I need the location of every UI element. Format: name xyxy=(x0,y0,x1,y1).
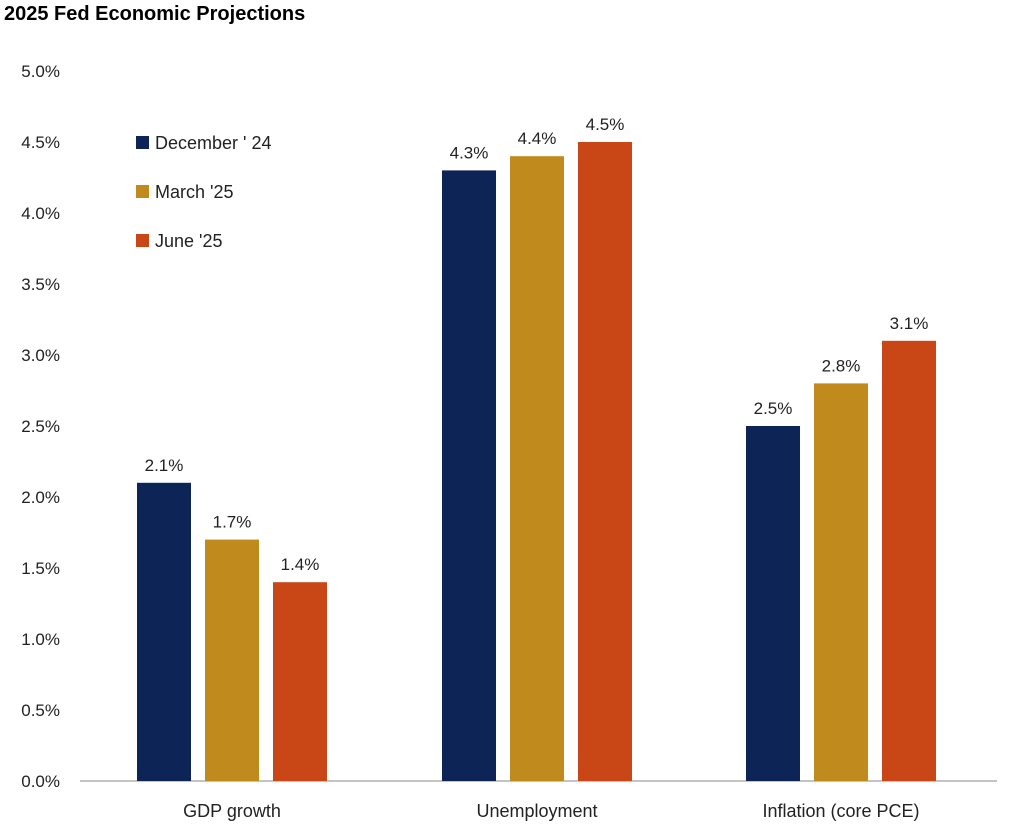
data-labels-group: 2.1% 1.7% 1.4% 4.3% 4.4% 4.5% 2.5% 2.8% 3.1% xyxy=(145,115,929,574)
y-tick-label: 1.5% xyxy=(21,559,60,578)
category-labels: GDP growth Unemployment Inflation (core PC… xyxy=(183,801,919,821)
y-tick-label: 3.5% xyxy=(21,275,60,294)
y-tick-label: 3.0% xyxy=(21,346,60,365)
y-tick-label: 0.0% xyxy=(21,772,60,791)
legend-swatch-june-25 xyxy=(136,234,149,247)
data-label: 4.4% xyxy=(518,129,557,148)
data-label: 2.8% xyxy=(822,356,861,375)
y-tick-label: 5.0% xyxy=(21,62,60,81)
legend-label: June '25 xyxy=(155,231,223,251)
bar-unemployment-march-25 xyxy=(510,156,564,781)
data-label: 3.1% xyxy=(890,314,929,333)
category-label: Unemployment xyxy=(476,801,597,821)
legend-swatch-march-25 xyxy=(136,185,149,198)
y-tick-label: 0.5% xyxy=(21,701,60,720)
bar-inflation-core-pce-march-25 xyxy=(814,383,868,781)
data-label: 4.3% xyxy=(450,143,489,162)
category-label: Inflation (core PCE) xyxy=(762,801,919,821)
category-label: GDP growth xyxy=(183,801,281,821)
bar-inflation-core-pce-december-24 xyxy=(746,426,800,781)
bar-unemployment-june-25 xyxy=(578,142,632,781)
legend-label: March '25 xyxy=(155,182,233,202)
legend: December ' 24 March '25 June '25 xyxy=(136,133,272,251)
bar-gdp-growth-june-25 xyxy=(273,582,327,781)
bar-gdp-growth-march-25 xyxy=(205,539,259,781)
y-tick-label: 4.5% xyxy=(21,133,60,152)
y-tick-label: 1.0% xyxy=(21,630,60,649)
chart-title: 2025 Fed Economic Projections xyxy=(4,3,305,25)
data-label: 2.1% xyxy=(145,456,184,475)
data-label: 1.7% xyxy=(213,513,252,532)
legend-swatch-december-24 xyxy=(136,136,149,149)
legend-label: December ' 24 xyxy=(155,133,272,153)
y-axis-ticks: 0.0% 0.5% 1.0% 1.5% 2.0% 2.5% 3.0% 3.5% 4.0% 4.5%… xyxy=(21,62,60,791)
data-label: 4.5% xyxy=(586,115,625,134)
bar-inflation-core-pce-june-25 xyxy=(882,340,936,781)
bars-group xyxy=(137,142,936,781)
data-label: 2.5% xyxy=(754,399,793,418)
y-tick-label: 2.0% xyxy=(21,488,60,507)
data-label: 1.4% xyxy=(281,555,320,574)
y-tick-label: 4.0% xyxy=(21,204,60,223)
y-tick-label: 2.5% xyxy=(21,417,60,436)
bar-gdp-growth-december-24 xyxy=(137,482,191,781)
bar-unemployment-december-24 xyxy=(442,170,496,781)
